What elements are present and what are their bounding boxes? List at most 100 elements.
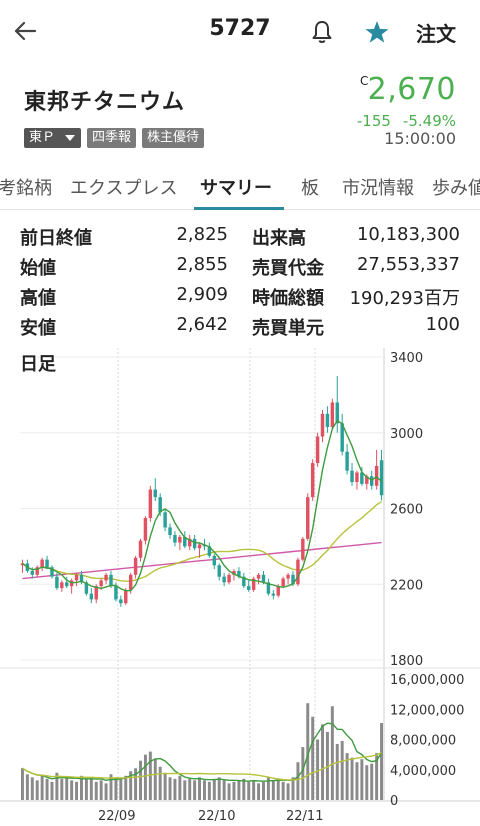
volume-bar <box>173 778 177 800</box>
candle-body <box>306 497 310 539</box>
price-volume-chart[interactable]: 3400 3000 2600 2200 1800 16,000,000 12,000,000… <box>0 348 480 826</box>
volume-bar <box>99 780 103 800</box>
price-tick-label: 3000 <box>390 427 423 442</box>
volume-bar <box>325 731 329 800</box>
candle-body <box>242 576 246 587</box>
volume-bar <box>20 768 24 800</box>
volume-bar <box>286 783 290 800</box>
back-arrow-icon[interactable] <box>12 18 38 44</box>
candle-body <box>365 476 369 484</box>
top-bar: 5727 注文 <box>0 0 480 64</box>
candle-body <box>355 472 359 482</box>
volume-bar <box>183 780 187 800</box>
stats-row: 高値 2,909 時価総額 190,293百万 <box>0 284 480 312</box>
candle-body <box>296 559 300 585</box>
dropdown-caret-icon <box>65 135 76 141</box>
price-tick-label: 3400 <box>390 351 423 366</box>
tab-reference-stocks[interactable]: 考銘柄 <box>0 178 52 199</box>
tab-order-book[interactable]: 板 <box>301 178 319 199</box>
candle-body <box>104 574 108 581</box>
volume-bar <box>222 780 226 800</box>
stats-row: 前日終値 2,825 出来高 10,183,300 <box>0 224 480 252</box>
candle-body <box>114 586 118 600</box>
volume-bar <box>335 744 339 800</box>
stock-name: 東邦チタニウム <box>24 90 186 115</box>
market-selector[interactable]: 東Ｐ <box>24 128 82 148</box>
volume-bar <box>296 762 300 800</box>
order-button[interactable]: 注文 <box>416 22 456 46</box>
candle-body <box>40 559 44 568</box>
volume-bar <box>247 781 251 800</box>
tab-express[interactable]: エクスプレス <box>70 178 178 199</box>
candle-body <box>158 497 162 513</box>
candle-body <box>168 527 172 536</box>
volume-ma-short-line <box>22 722 383 782</box>
price-change: -155 -5.49% <box>357 112 456 130</box>
volume-bar <box>50 781 54 800</box>
stock-tags: 東Ｐ 四季報 株主優待 <box>24 128 205 148</box>
candle-body <box>45 559 49 568</box>
candle-body <box>173 535 177 543</box>
volume-bar <box>109 774 113 800</box>
volume-bar <box>84 778 88 800</box>
volume-bar <box>45 778 49 800</box>
price-tick-label: 2200 <box>390 578 423 593</box>
volume-bar <box>291 777 295 800</box>
volume-bar <box>65 777 69 800</box>
candle-body <box>360 472 364 484</box>
volume-bar <box>330 706 334 800</box>
change-percent: -5.49% <box>402 112 456 130</box>
volume-bar <box>163 772 167 800</box>
market-cap-label: 時価総額 <box>252 288 324 309</box>
candle-body <box>227 574 231 583</box>
tab-time-and-sales[interactable]: 歩み値 <box>432 178 480 199</box>
candle-body <box>187 538 192 547</box>
volume-bar <box>148 751 152 800</box>
candle-body <box>74 574 79 581</box>
candle-body <box>163 512 167 528</box>
volume-bar <box>153 759 157 800</box>
volume-bar <box>129 771 133 800</box>
shareholder-benefit-tag[interactable]: 株主優待 <box>142 128 205 148</box>
volume-bar <box>104 783 108 800</box>
candle-body <box>128 574 133 590</box>
volume-bar <box>365 765 369 800</box>
favorite-star-icon[interactable] <box>364 19 390 45</box>
candle-body <box>89 593 94 600</box>
ma-mid-line <box>22 501 382 582</box>
bell-icon[interactable] <box>310 19 334 45</box>
volume-bar <box>252 780 256 800</box>
candle-body <box>138 540 143 558</box>
candle-body <box>207 546 212 556</box>
candle-body <box>119 599 123 604</box>
volume-tick-label: 0 <box>390 794 398 809</box>
volume-bar <box>306 703 310 800</box>
tab-market-info[interactable]: 市況情報 <box>342 178 414 199</box>
candle-body <box>350 470 354 482</box>
candle-body <box>310 463 315 498</box>
volume-bar <box>360 759 364 800</box>
volume-ma-mid-line <box>22 751 382 781</box>
volume-bar <box>242 778 246 800</box>
volume-bar <box>198 777 202 800</box>
volume-bar <box>143 754 147 800</box>
volume-bar <box>70 780 74 800</box>
volume-bar <box>178 775 182 800</box>
tab-summary[interactable]: サマリー <box>200 178 272 199</box>
candle-body <box>35 567 39 575</box>
stats-row: 安値 2,642 売買単元 100 <box>0 314 480 342</box>
candle-body <box>320 413 325 437</box>
volume-bar <box>276 778 280 800</box>
volume-bar <box>266 777 270 800</box>
volume-bar <box>380 722 384 800</box>
volume-bar <box>60 778 64 800</box>
volume-bar <box>30 777 34 800</box>
volume-tick-label: 12,000,000 <box>390 703 464 718</box>
candle-body <box>369 476 374 486</box>
volume-bar <box>25 774 29 800</box>
volume-bar <box>311 716 315 800</box>
volume-bar <box>75 781 79 800</box>
quarterly-report-tag[interactable]: 四季報 <box>87 128 137 148</box>
candle-body <box>222 576 226 583</box>
candle-body <box>65 582 69 587</box>
